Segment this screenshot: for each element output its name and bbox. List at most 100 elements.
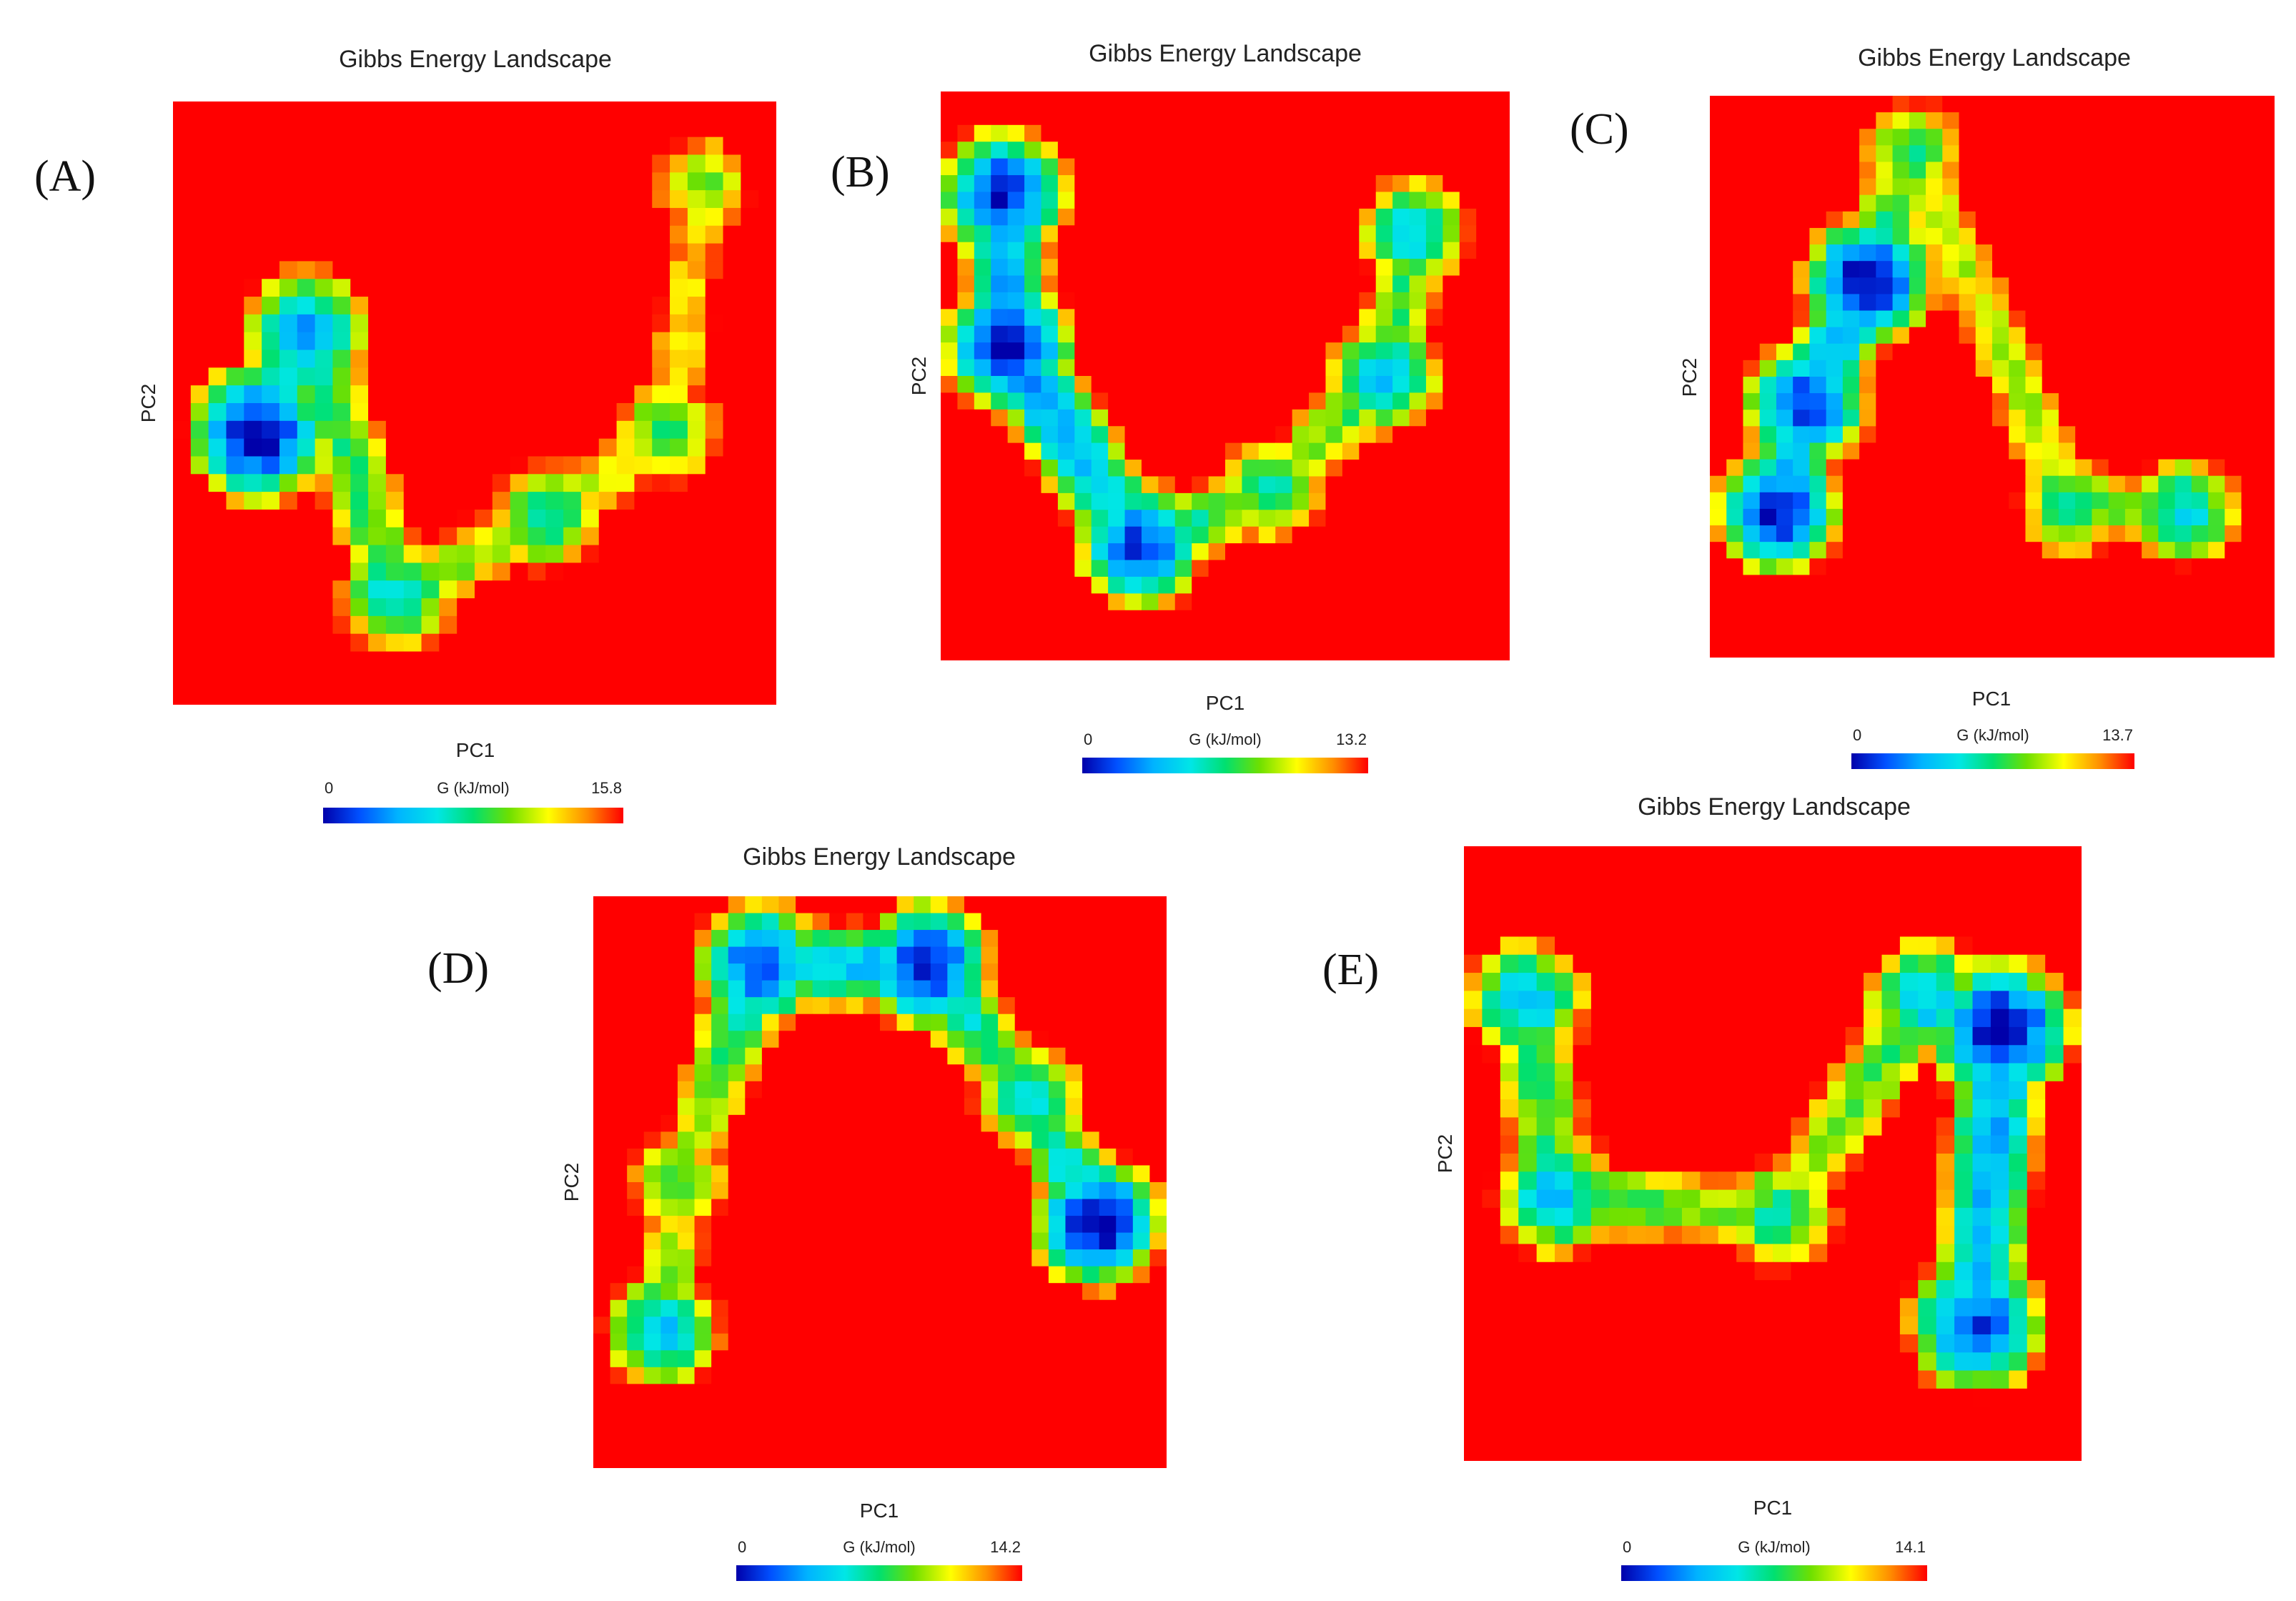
heatmap-cell (1992, 525, 2009, 542)
heatmap-cell (812, 1148, 830, 1166)
heatmap-cell (262, 527, 280, 546)
heatmap-cell (1057, 359, 1075, 377)
heatmap-cell (723, 492, 741, 510)
heatmap-cell (2124, 343, 2142, 361)
heatmap-cell (262, 332, 280, 351)
heatmap-cell (457, 332, 475, 351)
heatmap-cell (652, 420, 671, 440)
heatmap-cell (930, 1199, 948, 1216)
heatmap-cell (1476, 242, 1494, 259)
heatmap-cell (421, 314, 440, 333)
heatmap-cell (510, 598, 529, 617)
heatmap-cell (2009, 244, 2027, 262)
heatmap-cell (745, 1283, 763, 1301)
heatmap-cell (510, 651, 529, 670)
heatmap-cell (1024, 576, 1042, 594)
heatmap-cell (758, 651, 776, 670)
heatmap-cell (2158, 129, 2176, 146)
heatmap-cell (1057, 208, 1075, 226)
heatmap-cell (1726, 608, 1744, 625)
heatmap-cell (1793, 640, 1811, 658)
heatmap-cell (981, 1434, 999, 1452)
heatmap-cell (1443, 325, 1460, 343)
heatmap-cell (368, 314, 387, 333)
heatmap-cell (1959, 145, 1976, 163)
heatmap-cell (1258, 543, 1276, 561)
heatmap-cell (2092, 492, 2109, 510)
heatmap-cell (1743, 475, 1761, 493)
heatmap-cell (711, 980, 729, 998)
heatmap-cell (741, 101, 759, 120)
heatmap-cell (2174, 327, 2192, 345)
heatmap-cell (1116, 1317, 1134, 1334)
heatmap-cell (190, 509, 209, 528)
heatmap-cell (226, 367, 244, 386)
heatmap-cell (660, 1114, 678, 1133)
heatmap-cell (2042, 96, 2059, 113)
heatmap-cell (1700, 991, 1719, 1010)
heatmap-cell (880, 1216, 898, 1234)
heatmap-cell (1942, 442, 1960, 460)
heatmap-cell (947, 1148, 965, 1166)
heatmap-cell (1149, 1249, 1167, 1267)
heatmap-cell (930, 1283, 948, 1301)
heatmap-cell (1726, 426, 1744, 444)
heatmap-cell (627, 946, 645, 964)
heatmap-cell (1225, 492, 1243, 510)
heatmap-cell (368, 154, 387, 173)
heatmap-cell (1959, 277, 1976, 295)
heatmap-cell (244, 438, 262, 457)
heatmap-cell (880, 1283, 898, 1301)
heatmap-cell (616, 403, 635, 422)
heatmap-cell (1493, 593, 1510, 611)
heatmap-cell (598, 562, 618, 581)
heatmap-cell (2108, 227, 2126, 245)
heatmap-cell (1392, 91, 1410, 109)
heatmap-cell (981, 1249, 999, 1267)
heatmap-cell (563, 207, 582, 227)
heatmap-cell (2241, 129, 2259, 146)
heatmap-cell (2208, 129, 2225, 146)
heatmap-cell (2075, 608, 2093, 625)
heatmap-cell (545, 314, 564, 333)
heatmap-cell (332, 261, 351, 279)
heatmap-cell (1074, 292, 1092, 309)
heatmap-cell (687, 225, 706, 244)
heatmap-cell (947, 1064, 965, 1082)
heatmap-cell (385, 527, 405, 546)
heatmap-cell (297, 669, 316, 688)
heatmap-cell (1926, 410, 1943, 427)
heatmap-cell (2174, 294, 2192, 312)
heatmap-cell (1409, 225, 1427, 243)
heatmap-cell (1975, 244, 1993, 262)
heatmap-cell (741, 119, 759, 138)
heatmap-cell (1459, 560, 1477, 578)
heatmap-cell (1141, 627, 1159, 645)
heatmap-cell (1091, 192, 1109, 209)
heatmap-cell (1065, 1384, 1083, 1402)
heatmap-cell (2009, 954, 2028, 973)
heatmap-cell (1375, 309, 1393, 327)
heatmap-cell (914, 1434, 931, 1452)
heatmap-cell (439, 225, 457, 244)
heatmap-cell (350, 438, 369, 457)
heatmap-cell (694, 1232, 712, 1250)
heatmap-cell (563, 598, 582, 617)
heatmap-cell (1476, 225, 1494, 243)
heatmap-cell (1342, 510, 1360, 527)
heatmap-cell (812, 1013, 830, 1031)
heatmap-cell (2092, 442, 2109, 460)
heatmap-cell (2027, 846, 2046, 865)
heatmap-cell (1425, 476, 1443, 494)
heatmap-cell (1754, 918, 1773, 938)
heatmap-cell (652, 509, 671, 528)
heatmap-cell (964, 963, 982, 981)
heatmap-cell (761, 1098, 780, 1116)
colorbar-label: G (kJ/mol) (1189, 730, 1262, 748)
heatmap-cell (439, 598, 457, 617)
heatmap-cell (1759, 162, 1777, 179)
heatmap-cell (1759, 608, 1777, 625)
heatmap-cell (593, 1199, 611, 1216)
heatmap-cell (1710, 558, 1727, 576)
heatmap-cell (1014, 1350, 1032, 1368)
